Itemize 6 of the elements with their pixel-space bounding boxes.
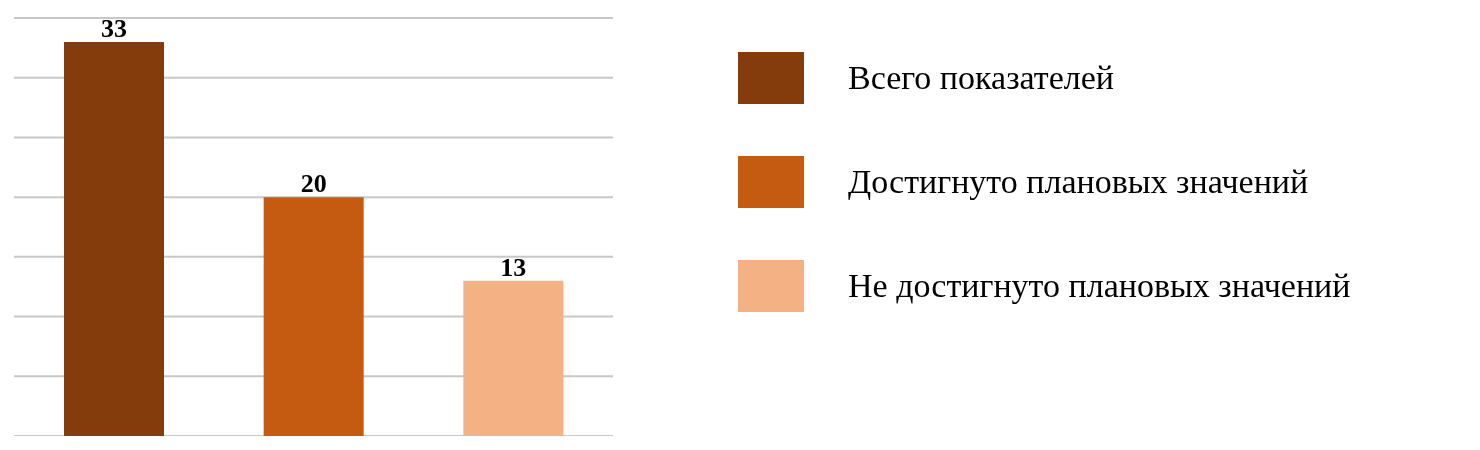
legend-label: Всего показателей [848, 59, 1115, 97]
legend-label: Достигнуто плановых значений [848, 163, 1309, 201]
data-label: 20 [300, 169, 327, 199]
data-label: 13 [500, 252, 527, 282]
data-label: 33 [101, 13, 127, 43]
legend-label: Не достигнуто плановых значений [848, 267, 1351, 305]
